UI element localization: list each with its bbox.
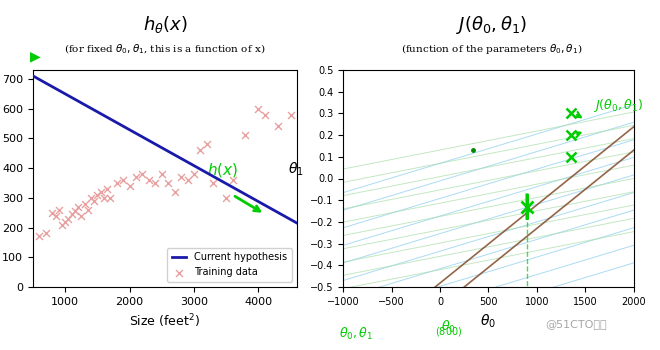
Point	[53, 207, 64, 212]
Point	[273, 124, 283, 129]
Text: $\theta_0$: $\theta_0$	[442, 318, 456, 335]
Point	[95, 189, 106, 195]
Point	[105, 195, 115, 201]
Point	[69, 208, 80, 214]
Y-axis label: $\theta_1$: $\theta_1$	[288, 161, 304, 178]
Point	[41, 231, 51, 236]
Point	[67, 211, 77, 217]
Point	[89, 198, 100, 204]
Point	[189, 171, 199, 177]
Point	[150, 180, 160, 186]
Point	[221, 195, 232, 201]
X-axis label: Size (feet$^2$): Size (feet$^2$)	[129, 312, 201, 330]
Text: $J(\theta_0, \theta_1)$: $J(\theta_0, \theta_1)$	[456, 14, 527, 36]
Point	[195, 147, 206, 153]
Point	[170, 189, 180, 195]
Point	[73, 204, 83, 210]
Point	[163, 180, 174, 186]
Point	[176, 174, 186, 180]
Point	[79, 201, 90, 206]
Point	[82, 207, 93, 212]
Point	[259, 112, 270, 117]
Point	[137, 171, 148, 177]
Point	[240, 133, 251, 138]
Point	[131, 174, 141, 180]
Point	[118, 177, 129, 183]
Text: (for fixed $\theta_0, \theta_1$, this is a function of x): (for fixed $\theta_0, \theta_1$, this is…	[64, 42, 266, 56]
Point	[144, 177, 154, 183]
Point	[76, 213, 86, 218]
Point	[57, 222, 67, 228]
Point	[156, 171, 167, 177]
Point	[34, 234, 45, 239]
Text: @51CTO博客: @51CTO博客	[546, 319, 607, 329]
X-axis label: $\theta_0$: $\theta_0$	[480, 312, 496, 330]
Point	[182, 177, 193, 183]
Point	[86, 195, 96, 201]
Text: $h_\theta(x)$: $h_\theta(x)$	[143, 14, 187, 35]
Point	[285, 112, 296, 117]
Point	[50, 213, 61, 218]
Point	[253, 106, 263, 111]
Text: $J(\theta_0, \theta_1)$: $J(\theta_0, \theta_1)$	[593, 97, 643, 114]
Text: $(800)$: $(800)$	[435, 326, 463, 338]
Text: (function of the parameters $\theta_0, \theta_1$): (function of the parameters $\theta_0, \…	[401, 42, 582, 56]
Point	[208, 180, 218, 186]
Text: ▶: ▶	[30, 49, 40, 63]
Text: $\theta_0, \theta_1$: $\theta_0, \theta_1$	[339, 326, 374, 342]
Point	[227, 177, 238, 183]
Point	[98, 195, 109, 201]
Point	[92, 192, 103, 198]
Point	[112, 180, 122, 186]
Point	[102, 186, 112, 192]
Point	[63, 216, 74, 222]
Point	[60, 219, 71, 224]
Point	[201, 141, 212, 147]
Point	[47, 210, 57, 216]
Legend: Current hypothesis, Training data: Current hypothesis, Training data	[167, 247, 292, 282]
Text: $h(x)$: $h(x)$	[207, 161, 238, 178]
Point	[124, 183, 135, 189]
